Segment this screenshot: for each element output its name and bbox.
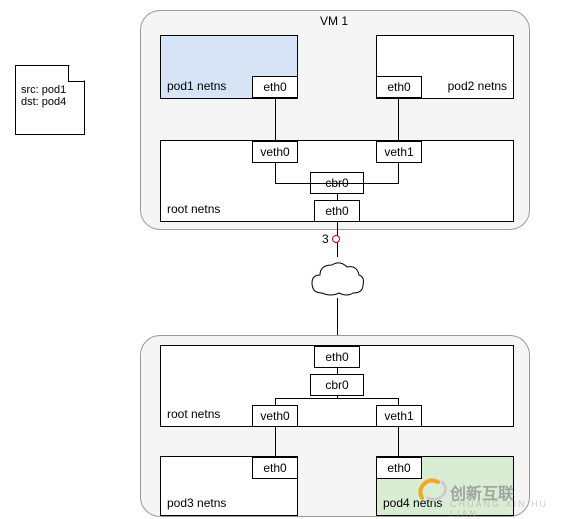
vm2-veth1-text: veth1 — [384, 409, 413, 423]
vm2-eth0-text: eth0 — [325, 350, 348, 364]
vm1-title: VM 1 — [320, 14, 348, 28]
line-veth0-down — [275, 163, 276, 183]
packet-dst: dst: pod4 — [21, 96, 79, 108]
vm1-root-label: root netns — [167, 202, 220, 216]
vm1-pod2-label: pod2 netns — [448, 79, 507, 93]
vm1-veth0: veth0 — [252, 141, 298, 163]
vm1-pod2-eth0: eth0 — [376, 76, 422, 98]
vm2-root-label: root netns — [167, 407, 220, 421]
vm2-cbr0-text: cbr0 — [325, 378, 348, 392]
marker-3-icon — [332, 235, 340, 243]
vm2-pod3-label: pod3 netns — [167, 496, 226, 510]
cloud-icon — [307, 255, 367, 300]
marker-3-label: 3 — [322, 232, 329, 246]
line-vm2-cbr-down — [337, 396, 338, 398]
line-veth-horiz — [275, 183, 399, 184]
line-vm2-veth1-up — [398, 398, 399, 406]
vm2-veth0-text: veth0 — [260, 409, 289, 423]
vm1-veth1: veth1 — [376, 141, 422, 163]
line-vm2-veth1-down — [398, 427, 399, 456]
vm2-pod3-eth0-text: eth0 — [263, 461, 286, 475]
vm1-pod2-eth0-text: eth0 — [387, 80, 410, 94]
line-pod1-veth0 — [275, 98, 276, 141]
vm1-pod1-eth0: eth0 — [252, 76, 298, 98]
watermark-logo — [418, 478, 448, 505]
vm1-veth0-text: veth0 — [260, 145, 289, 159]
vm1-pod1-label: pod1 netns — [167, 79, 226, 93]
vm1-eth0-text: eth0 — [325, 204, 348, 218]
vm2-cbr0: cbr0 — [310, 374, 364, 396]
vm2-veth0: veth0 — [252, 405, 298, 427]
line-pod2-veth1 — [398, 98, 399, 141]
packet-src: src: pod1 — [21, 84, 79, 96]
vm1-eth0: eth0 — [314, 200, 360, 222]
line-vm2-veth0-up — [275, 398, 276, 406]
vm1-pod1-eth0-text: eth0 — [263, 80, 286, 94]
vm2-pod4-eth0-text: eth0 — [387, 461, 410, 475]
vm2-veth1: veth1 — [376, 405, 422, 427]
line-vm2-horiz — [275, 398, 399, 399]
line-veth1-down — [398, 163, 399, 183]
vm2-eth0: eth0 — [314, 346, 360, 368]
line-vm2-eth-cbr — [337, 368, 338, 374]
line-cbr0-eth0 — [337, 193, 338, 201]
vm2-pod3-eth0: eth0 — [252, 457, 298, 479]
line-vm2-veth0-down — [275, 427, 276, 456]
watermark-sub: CHUANG XIN HU LIAN — [450, 499, 567, 519]
vm1-veth1-text: veth1 — [384, 145, 413, 159]
packet-note: src: pod1 dst: pod4 — [15, 65, 85, 135]
vm2-pod4-eth0: eth0 — [376, 457, 422, 479]
